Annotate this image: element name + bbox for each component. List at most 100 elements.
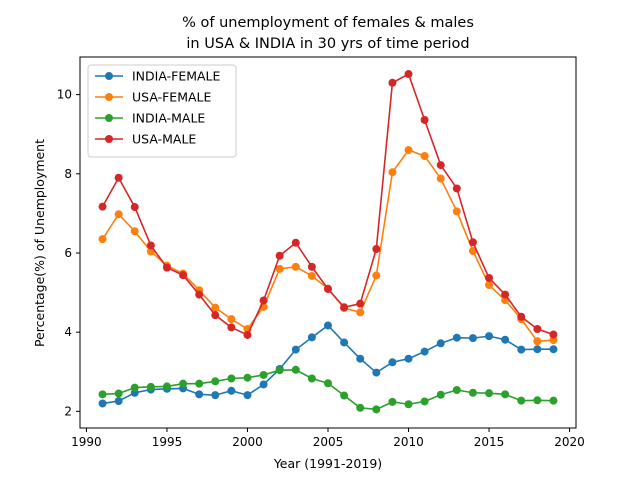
data-point-india-male-2011	[420, 397, 429, 406]
data-point-usa-female-2019	[549, 336, 558, 345]
data-point-usa-female-2012	[436, 174, 445, 183]
data-point-india-male-2005	[324, 379, 332, 388]
data-point-india-female-2009	[388, 358, 397, 367]
data-point-usa-male-2000	[243, 330, 252, 339]
data-point-usa-female-1992	[114, 210, 123, 219]
x-tick-label-1990: 1990	[71, 435, 102, 449]
legend-label-usa-male: USA-MALE	[132, 132, 196, 147]
data-point-usa-male-1991	[98, 202, 107, 211]
data-point-usa-female-1998	[211, 303, 220, 312]
data-point-usa-male-2004	[307, 262, 316, 271]
data-point-india-female-2012	[436, 339, 445, 348]
data-point-india-male-1992	[114, 389, 123, 398]
data-point-usa-male-1997	[195, 290, 204, 299]
legend-label-usa-female: USA-FEMALE	[132, 90, 211, 105]
x-tick-label-2015: 2015	[474, 435, 505, 449]
x-axis: 1990 1995 2000 2005 2010 2015 2020	[71, 428, 585, 449]
data-point-india-female-2006	[340, 338, 349, 347]
y-tick-label-4: 4	[64, 325, 72, 339]
data-point-usa-female-2014	[468, 247, 477, 256]
legend-box	[87, 64, 237, 158]
series-line-usa-female	[101, 149, 554, 343]
series-usa-female	[98, 146, 558, 346]
data-point-usa-male-2013	[452, 184, 461, 193]
data-point-india-male-2007	[356, 403, 365, 412]
y-axis-label: Percentage(%) of Unemployment	[32, 139, 47, 347]
data-point-usa-male-2010	[404, 70, 413, 79]
data-point-india-male-1995	[162, 382, 171, 391]
data-point-usa-male-2015	[485, 273, 494, 282]
data-point-usa-female-1993	[130, 227, 139, 236]
data-point-india-male-2000	[243, 373, 252, 382]
data-point-india-male-2013	[452, 385, 461, 394]
data-point-usa-male-2002	[275, 251, 284, 260]
chart-title-line-1: % of unemployment of females & males	[182, 15, 474, 31]
data-point-usa-female-2004	[307, 271, 316, 280]
legend-label-india-male: INDIA-MALE	[132, 111, 205, 126]
legend-item-usa-male: USA-MALE	[95, 132, 196, 147]
data-point-india-female-1999	[227, 386, 236, 395]
data-point-india-male-1997	[195, 379, 204, 388]
y-tick-label-6: 6	[64, 246, 72, 260]
data-point-usa-male-1996	[179, 271, 188, 280]
data-point-india-male-2009	[388, 397, 397, 406]
legend-swatch-marker-usa-female	[105, 93, 113, 101]
data-point-india-female-2018	[533, 345, 542, 354]
data-point-india-male-2001	[259, 370, 268, 379]
y-axis: 2 4 6 8 10	[57, 88, 80, 418]
data-point-india-male-2018	[533, 396, 542, 405]
data-point-india-female-2019	[549, 345, 558, 354]
data-point-india-female-2014	[468, 334, 477, 343]
x-tick-label-2010: 2010	[393, 435, 424, 449]
data-point-india-female-1991	[98, 399, 107, 408]
legend-item-usa-female: USA-FEMALE	[95, 90, 211, 105]
data-point-india-male-1998	[211, 377, 220, 386]
data-point-india-male-1999	[227, 374, 236, 383]
data-point-india-male-2003	[291, 365, 300, 374]
legend-swatch-marker-india-female	[105, 72, 113, 80]
data-point-usa-male-2018	[533, 325, 542, 334]
data-point-india-male-2002	[275, 366, 284, 375]
data-point-usa-male-2003	[291, 238, 300, 247]
data-point-usa-male-2019	[549, 330, 558, 339]
y-tick-label-8: 8	[64, 167, 72, 181]
data-point-usa-male-2011	[420, 115, 429, 124]
data-point-india-male-1996	[179, 379, 188, 388]
legend: INDIA-FEMALE USA-FEMALE INDIA-MALE USA-MALE	[87, 64, 237, 158]
x-tick-label-2005: 2005	[313, 435, 344, 449]
data-point-usa-female-2010	[404, 146, 413, 155]
data-point-usa-female-2011	[420, 151, 429, 160]
data-point-usa-male-1993	[130, 203, 139, 212]
data-point-usa-male-2008	[372, 245, 381, 254]
plot-area	[79, 56, 577, 429]
data-point-india-male-1991	[98, 390, 107, 399]
data-point-india-male-2016	[501, 390, 510, 399]
data-point-usa-male-1999	[227, 323, 236, 332]
data-point-usa-female-1991	[98, 235, 107, 244]
data-point-india-female-2005	[324, 321, 332, 330]
data-point-india-male-2008	[372, 405, 381, 414]
data-point-india-female-2010	[404, 354, 413, 363]
data-point-usa-female-2015	[485, 281, 494, 290]
legend-label-india-female: INDIA-FEMALE	[132, 69, 221, 84]
series-usa-male	[98, 70, 558, 339]
data-point-usa-male-2005	[324, 285, 332, 294]
data-point-usa-female-2013	[452, 207, 461, 216]
legend-item-india-male: INDIA-MALE	[95, 111, 205, 126]
chart-title-line-2: in USA & INDIA in 30 yrs of time period	[186, 36, 469, 52]
legend-item-india-female: INDIA-FEMALE	[95, 69, 221, 84]
data-point-india-male-1993	[130, 383, 139, 392]
data-point-india-female-2017	[517, 345, 526, 354]
data-point-usa-female-2007	[356, 308, 365, 317]
data-point-usa-female-2003	[291, 262, 300, 271]
y-tick-label-10: 10	[57, 88, 72, 102]
data-point-india-female-1998	[211, 391, 220, 400]
data-point-usa-female-2002	[275, 264, 284, 273]
data-point-usa-male-1994	[146, 241, 155, 250]
data-point-india-female-2001	[259, 380, 268, 389]
data-point-india-female-2003	[291, 345, 300, 354]
legend-swatch-marker-india-male	[105, 114, 113, 122]
data-point-usa-male-2017	[517, 312, 526, 321]
data-point-usa-male-1998	[211, 311, 220, 320]
legend-swatch-marker-usa-male	[105, 135, 113, 143]
